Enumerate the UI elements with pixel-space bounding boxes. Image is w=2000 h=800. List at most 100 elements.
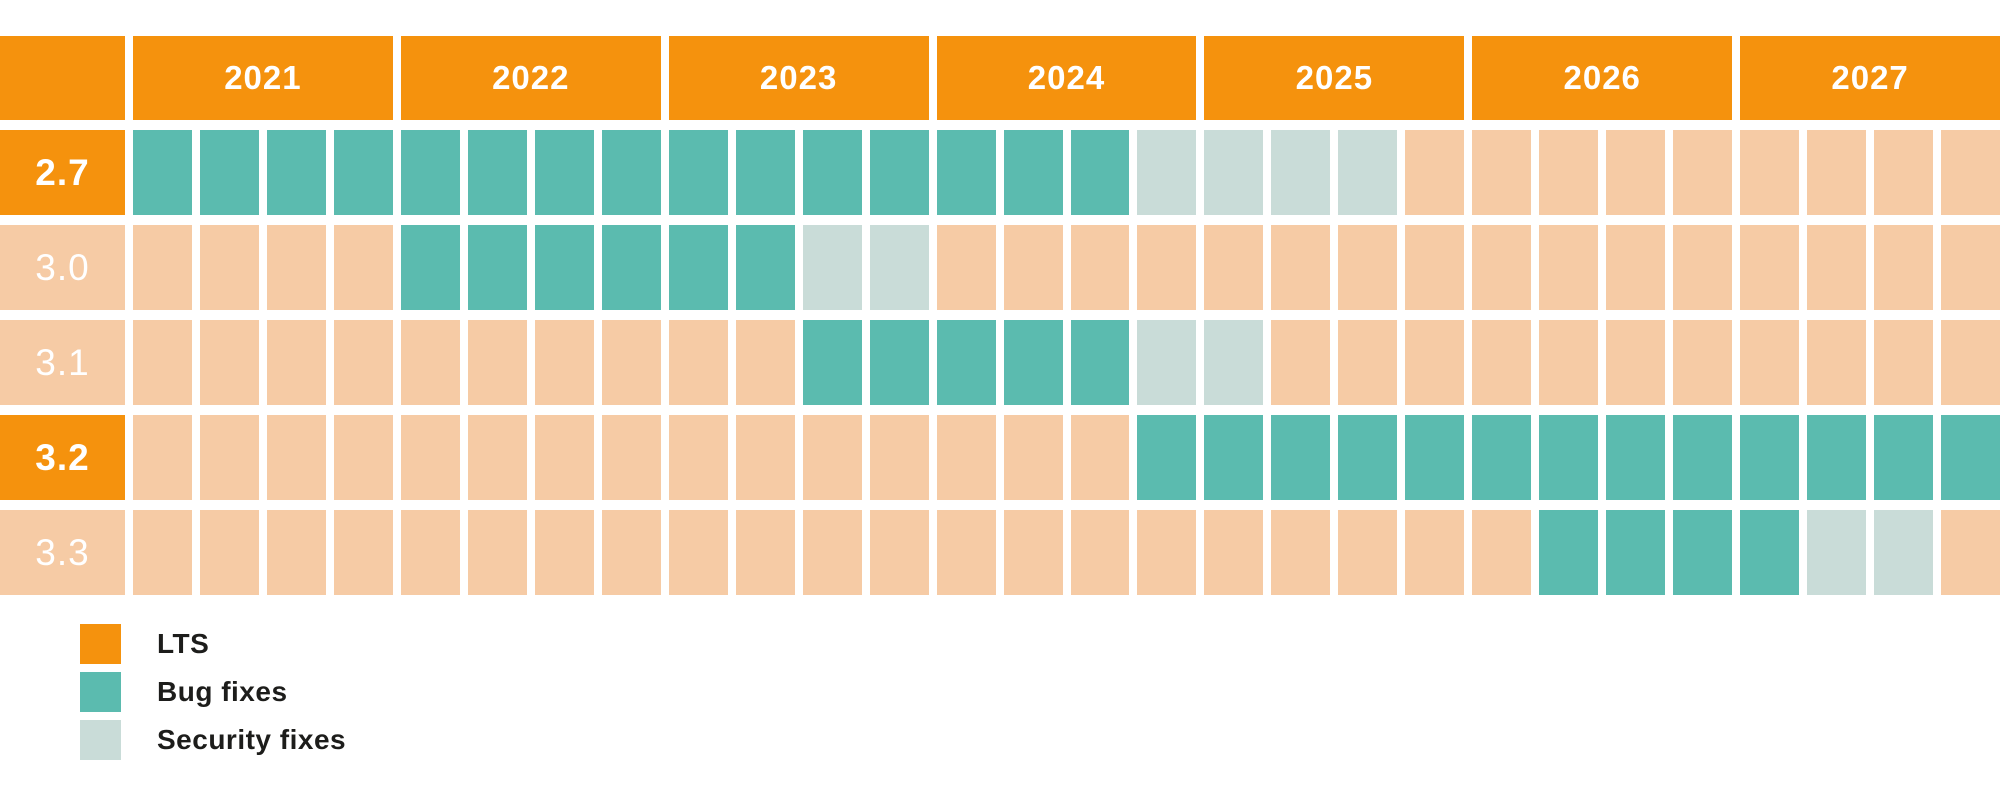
quarter-cell-3.3-2026Q4 xyxy=(1673,510,1733,595)
quarter-cell-3.2-2022Q4 xyxy=(601,415,661,500)
quarter-cell-3.0-2021Q4 xyxy=(333,225,393,310)
quarter-cell-3.0-2022Q4 xyxy=(601,225,661,310)
quarter-cell-2.7-2026Q3 xyxy=(1606,130,1666,215)
quarter-cell-3.1-2021Q3 xyxy=(266,320,326,405)
quarter-cell-3.1-2026Q4 xyxy=(1673,320,1733,405)
quarter-cell-3.2-2027Q4 xyxy=(1941,415,2000,500)
legend-item-bug-fixes: Bug fixes xyxy=(80,672,346,712)
quarter-cell-3.2-2022Q2 xyxy=(467,415,527,500)
quarter-cell-3.3-2022Q3 xyxy=(534,510,594,595)
corner-header-cell xyxy=(0,36,125,120)
quarter-cell-3.3-2023Q4 xyxy=(869,510,929,595)
quarter-cell-3.0-2026Q3 xyxy=(1606,225,1666,310)
quarter-cell-3.1-2025Q3 xyxy=(1338,320,1398,405)
quarter-cell-3.2-2027Q3 xyxy=(1874,415,1934,500)
support-grid: 2021 2022 2023 2024 2025 2026 2027 2.7 3.0 3.1 3.… xyxy=(0,36,2000,595)
quarter-cell-2.7-2024Q2 xyxy=(1003,130,1063,215)
quarter-cell-3.3-2024Q2 xyxy=(1003,510,1063,595)
quarter-cell-3.2-2023Q3 xyxy=(802,415,862,500)
quarter-cell-3.1-2025Q2 xyxy=(1271,320,1331,405)
legend-label-lts: LTS xyxy=(157,628,210,659)
year-header-2022: 2022 xyxy=(400,36,661,120)
quarter-cell-3.0-2026Q4 xyxy=(1673,225,1733,310)
quarter-cell-3.1-2021Q1 xyxy=(133,320,192,405)
year-header-2027: 2027 xyxy=(1740,36,2000,120)
quarter-cell-3.3-2026Q3 xyxy=(1606,510,1666,595)
quarter-cell-3.0-2025Q2 xyxy=(1271,225,1331,310)
quarter-cell-3.2-2024Q1 xyxy=(936,415,996,500)
quarter-cell-3.2-2021Q3 xyxy=(266,415,326,500)
quarter-cell-3.1-2027Q4 xyxy=(1941,320,2000,405)
quarter-cell-3.0-2023Q1 xyxy=(668,225,728,310)
quarter-cell-3.0-2022Q3 xyxy=(534,225,594,310)
quarter-cell-3.1-2026Q1 xyxy=(1472,320,1532,405)
quarter-cell-2.7-2024Q3 xyxy=(1070,130,1130,215)
quarter-cell-3.1-2026Q3 xyxy=(1606,320,1666,405)
quarter-cell-2.7-2027Q1 xyxy=(1740,130,1800,215)
quarter-cell-3.2-2026Q3 xyxy=(1606,415,1666,500)
version-label-3.0: 3.0 xyxy=(0,225,125,310)
quarter-cell-3.0-2026Q1 xyxy=(1472,225,1532,310)
quarter-cell-3.3-2025Q4 xyxy=(1405,510,1465,595)
quarter-cell-2.7-2023Q1 xyxy=(668,130,728,215)
quarter-cell-3.0-2027Q4 xyxy=(1941,225,2000,310)
quarter-cell-3.3-2021Q2 xyxy=(199,510,259,595)
quarter-cell-3.0-2021Q2 xyxy=(199,225,259,310)
quarter-cell-3.3-2022Q1 xyxy=(400,510,460,595)
quarter-cell-3.3-2024Q4 xyxy=(1137,510,1197,595)
quarter-cell-3.2-2021Q4 xyxy=(333,415,393,500)
quarter-cell-3.1-2022Q3 xyxy=(534,320,594,405)
quarter-cell-3.0-2025Q3 xyxy=(1338,225,1398,310)
security-fixes-swatch-icon xyxy=(80,720,121,760)
quarter-cell-3.1-2021Q4 xyxy=(333,320,393,405)
quarter-cell-3.3-2021Q1 xyxy=(133,510,192,595)
quarter-cell-3.1-2024Q1 xyxy=(936,320,996,405)
quarter-cell-3.1-2025Q4 xyxy=(1405,320,1465,405)
quarter-cell-2.7-2025Q1 xyxy=(1204,130,1264,215)
quarter-cell-2.7-2022Q4 xyxy=(601,130,661,215)
quarter-cell-2.7-2023Q4 xyxy=(869,130,929,215)
quarter-cell-3.1-2024Q2 xyxy=(1003,320,1063,405)
quarter-cell-3.1-2027Q1 xyxy=(1740,320,1800,405)
quarter-cell-3.1-2023Q3 xyxy=(802,320,862,405)
quarter-cell-2.7-2022Q1 xyxy=(400,130,460,215)
quarter-cell-3.1-2025Q1 xyxy=(1204,320,1264,405)
quarter-cell-3.3-2025Q3 xyxy=(1338,510,1398,595)
quarter-cell-3.0-2023Q2 xyxy=(735,225,795,310)
quarter-cell-3.2-2026Q2 xyxy=(1539,415,1599,500)
quarter-cell-2.7-2027Q3 xyxy=(1874,130,1934,215)
quarter-cell-3.2-2024Q4 xyxy=(1137,415,1197,500)
quarter-cell-2.7-2025Q4 xyxy=(1405,130,1465,215)
quarter-cell-3.1-2023Q2 xyxy=(735,320,795,405)
quarter-cell-3.0-2024Q4 xyxy=(1137,225,1197,310)
quarter-cell-3.0-2023Q4 xyxy=(869,225,929,310)
quarter-cell-2.7-2026Q2 xyxy=(1539,130,1599,215)
quarter-cell-2.7-2027Q2 xyxy=(1807,130,1867,215)
quarter-cell-3.0-2027Q3 xyxy=(1874,225,1934,310)
quarter-cell-3.3-2027Q3 xyxy=(1874,510,1934,595)
quarter-cell-2.7-2024Q4 xyxy=(1137,130,1197,215)
quarter-cell-3.3-2025Q1 xyxy=(1204,510,1264,595)
quarter-cell-3.2-2023Q2 xyxy=(735,415,795,500)
quarter-cell-3.0-2026Q2 xyxy=(1539,225,1599,310)
quarter-cell-3.2-2022Q3 xyxy=(534,415,594,500)
quarter-cell-3.0-2027Q2 xyxy=(1807,225,1867,310)
quarter-cell-3.2-2023Q4 xyxy=(869,415,929,500)
quarter-cell-3.3-2026Q2 xyxy=(1539,510,1599,595)
quarter-cell-3.2-2026Q4 xyxy=(1673,415,1733,500)
quarter-cell-2.7-2023Q3 xyxy=(802,130,862,215)
version-label-3.3: 3.3 xyxy=(0,510,125,595)
quarter-cell-3.0-2024Q3 xyxy=(1070,225,1130,310)
quarter-cell-3.1-2022Q4 xyxy=(601,320,661,405)
year-header-2021: 2021 xyxy=(133,36,393,120)
legend: LTS Bug fixes Security fixes xyxy=(80,624,346,760)
quarter-cell-3.0-2021Q3 xyxy=(266,225,326,310)
year-header-2023: 2023 xyxy=(668,36,929,120)
quarter-cell-3.0-2023Q3 xyxy=(802,225,862,310)
quarter-cell-3.2-2025Q1 xyxy=(1204,415,1264,500)
quarter-cell-3.2-2025Q3 xyxy=(1338,415,1398,500)
quarter-cell-3.2-2024Q3 xyxy=(1070,415,1130,500)
quarter-cell-2.7-2023Q2 xyxy=(735,130,795,215)
version-label-3.2: 3.2 xyxy=(0,415,125,500)
quarter-cell-3.1-2027Q2 xyxy=(1807,320,1867,405)
